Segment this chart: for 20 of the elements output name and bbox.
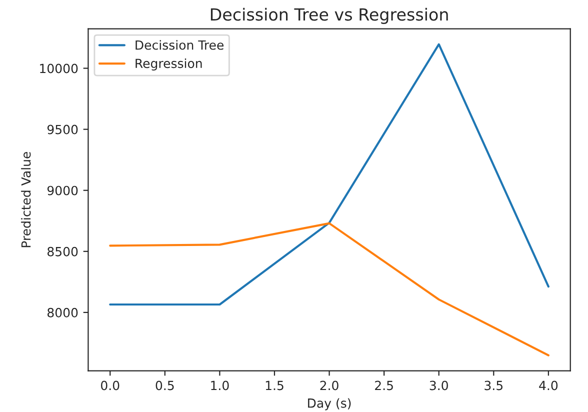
x-tick-label: 3.5 (484, 380, 502, 390)
y-axis-title: Predicted Value (21, 152, 31, 248)
x-tick-label: 1.5 (266, 380, 284, 390)
x-tick-label: 2.0 (320, 380, 338, 390)
line-series (109, 222, 550, 356)
legend-label: Decission Tree (136, 40, 224, 50)
y-tick-label: 10000 (40, 64, 78, 74)
chart-title: Decission Tree vs Regression (210, 8, 448, 24)
x-tick-label: 0.0 (101, 380, 120, 390)
x-axis-title: Day (s) (308, 398, 351, 410)
y-tick-label: 9000 (47, 186, 78, 196)
x-tick-label: 3.0 (430, 380, 448, 390)
x-tick-label: 4.0 (539, 380, 558, 390)
x-tick-label: 0.5 (156, 380, 174, 390)
y-tick-label: 8000 (48, 308, 78, 318)
x-tick-label: 2.5 (375, 380, 393, 390)
y-tick-label: 9500 (47, 124, 78, 134)
x-tick-label: 1.0 (211, 380, 229, 390)
legend-label: Regression (136, 58, 202, 71)
y-tick-label: 8500 (48, 246, 78, 256)
